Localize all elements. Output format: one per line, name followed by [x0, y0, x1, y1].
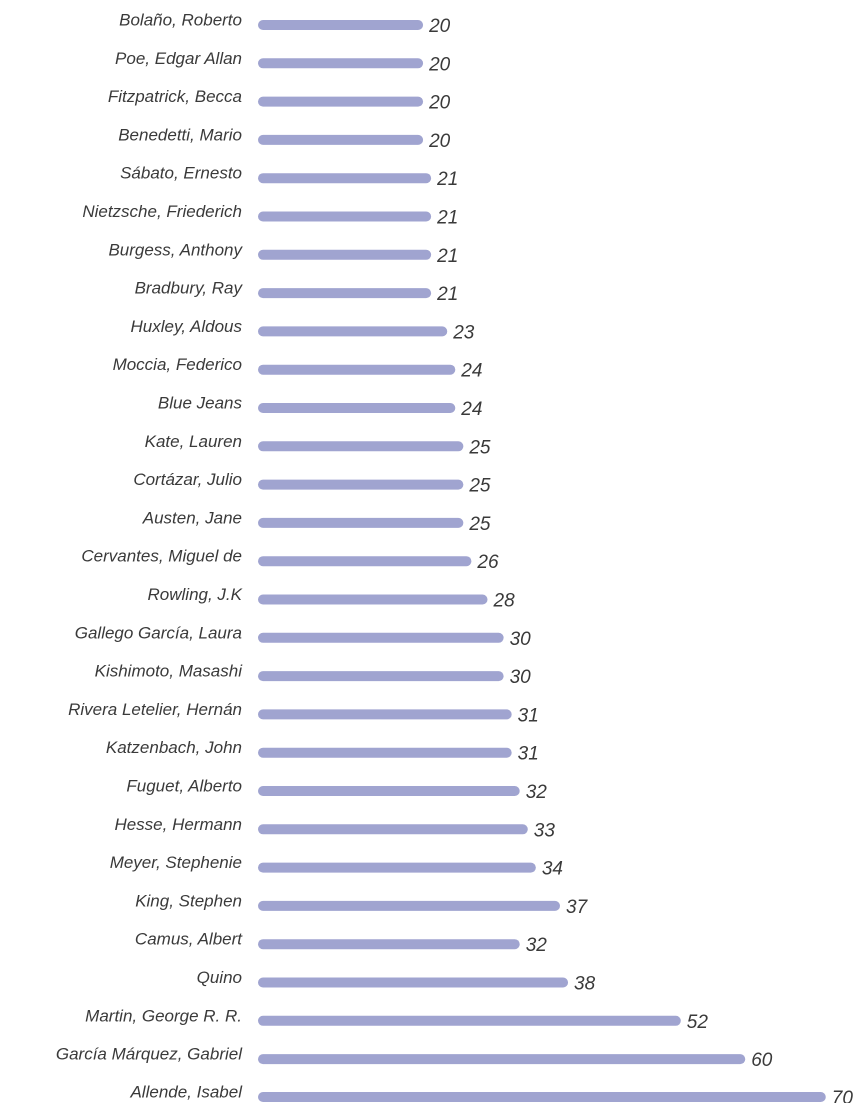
bar — [258, 20, 424, 30]
bar — [258, 824, 528, 835]
bar — [258, 96, 424, 107]
value-label: 20 — [428, 16, 451, 37]
category-label: Kate, Lauren — [145, 432, 242, 451]
bar — [258, 709, 512, 720]
value-label: 30 — [510, 667, 532, 688]
value-label: 25 — [468, 514, 491, 535]
category-label: Quino — [197, 968, 242, 987]
value-label: 38 — [574, 974, 596, 995]
value-label: 70 — [832, 1088, 854, 1103]
category-label: Gallego García, Laura — [75, 623, 242, 642]
value-label: 33 — [534, 820, 556, 841]
category-label: Camus, Albert — [135, 930, 243, 949]
value-label: 31 — [518, 705, 539, 726]
category-label: Cervantes, Miguel de — [81, 547, 242, 566]
value-label: 34 — [542, 859, 563, 880]
value-label: 26 — [476, 552, 499, 573]
value-label: 24 — [460, 361, 482, 382]
category-label: King, Stephen — [135, 891, 242, 910]
category-label: Poe, Edgar Allan — [115, 49, 242, 68]
value-label: 37 — [566, 897, 589, 918]
bar — [258, 134, 424, 145]
category-label: Martin, George R. R. — [85, 1006, 242, 1025]
value-label: 21 — [436, 208, 458, 229]
category-label: Bolaño, Roberto — [119, 10, 242, 29]
category-label: Burgess, Anthony — [108, 240, 243, 259]
bar — [258, 249, 432, 260]
value-label: 21 — [436, 169, 458, 190]
category-label: Katzenbach, John — [106, 738, 242, 757]
bar — [258, 479, 464, 490]
value-label: 28 — [493, 591, 516, 612]
bar — [258, 862, 536, 873]
value-label: 31 — [518, 744, 539, 765]
bar — [258, 173, 432, 184]
bar — [258, 671, 504, 682]
category-label: Kishimoto, Masashi — [95, 662, 244, 681]
bar — [258, 288, 432, 299]
bar — [258, 326, 448, 337]
category-label: Benedetti, Mario — [118, 125, 242, 144]
bar — [258, 786, 520, 796]
bar — [258, 939, 520, 950]
bar — [258, 594, 488, 605]
value-label: 32 — [526, 782, 548, 803]
value-label: 60 — [751, 1050, 773, 1071]
value-label: 25 — [468, 476, 491, 497]
bar — [258, 211, 432, 222]
bar — [258, 747, 512, 758]
value-label: 21 — [436, 246, 458, 267]
category-label: Allende, Isabel — [129, 1082, 243, 1101]
value-label: 24 — [460, 399, 482, 420]
category-label: Bradbury, Ray — [135, 279, 244, 298]
bar — [258, 556, 472, 567]
bar — [258, 1054, 746, 1065]
category-label: Cortázar, Julio — [133, 470, 242, 489]
bar — [258, 517, 464, 528]
category-label: Sábato, Ernesto — [120, 164, 242, 183]
category-label: Hesse, Hermann — [114, 815, 242, 834]
category-label: Nietzsche, Friederich — [82, 202, 242, 221]
bar — [258, 900, 560, 911]
category-label: Fitzpatrick, Becca — [108, 87, 242, 106]
bar — [258, 403, 456, 413]
bar — [258, 1015, 681, 1026]
bar — [258, 58, 424, 69]
value-label: 30 — [510, 629, 532, 650]
value-label: 20 — [428, 131, 451, 152]
value-label: 23 — [452, 322, 475, 343]
value-label: 21 — [436, 284, 458, 305]
category-label: Fuguet, Alberto — [126, 776, 242, 795]
bar — [258, 364, 456, 375]
category-label: Huxley, Aldous — [131, 317, 243, 336]
category-label: García Márquez, Gabriel — [56, 1045, 243, 1064]
value-label: 20 — [428, 54, 451, 75]
category-label: Austen, Jane — [142, 508, 242, 527]
bar — [258, 441, 464, 452]
value-label: 25 — [468, 437, 491, 458]
value-label: 32 — [526, 935, 548, 956]
value-label: 52 — [687, 1012, 709, 1033]
bar — [258, 632, 504, 643]
category-label: Rivera Letelier, Hernán — [68, 700, 242, 719]
bar — [258, 1092, 826, 1102]
category-label: Moccia, Federico — [113, 355, 242, 374]
bar — [258, 977, 569, 988]
category-label: Meyer, Stephenie — [110, 853, 242, 872]
category-label: Blue Jeans — [158, 393, 243, 412]
category-label: Rowling, J.K — [148, 585, 243, 604]
value-label: 20 — [428, 93, 451, 114]
